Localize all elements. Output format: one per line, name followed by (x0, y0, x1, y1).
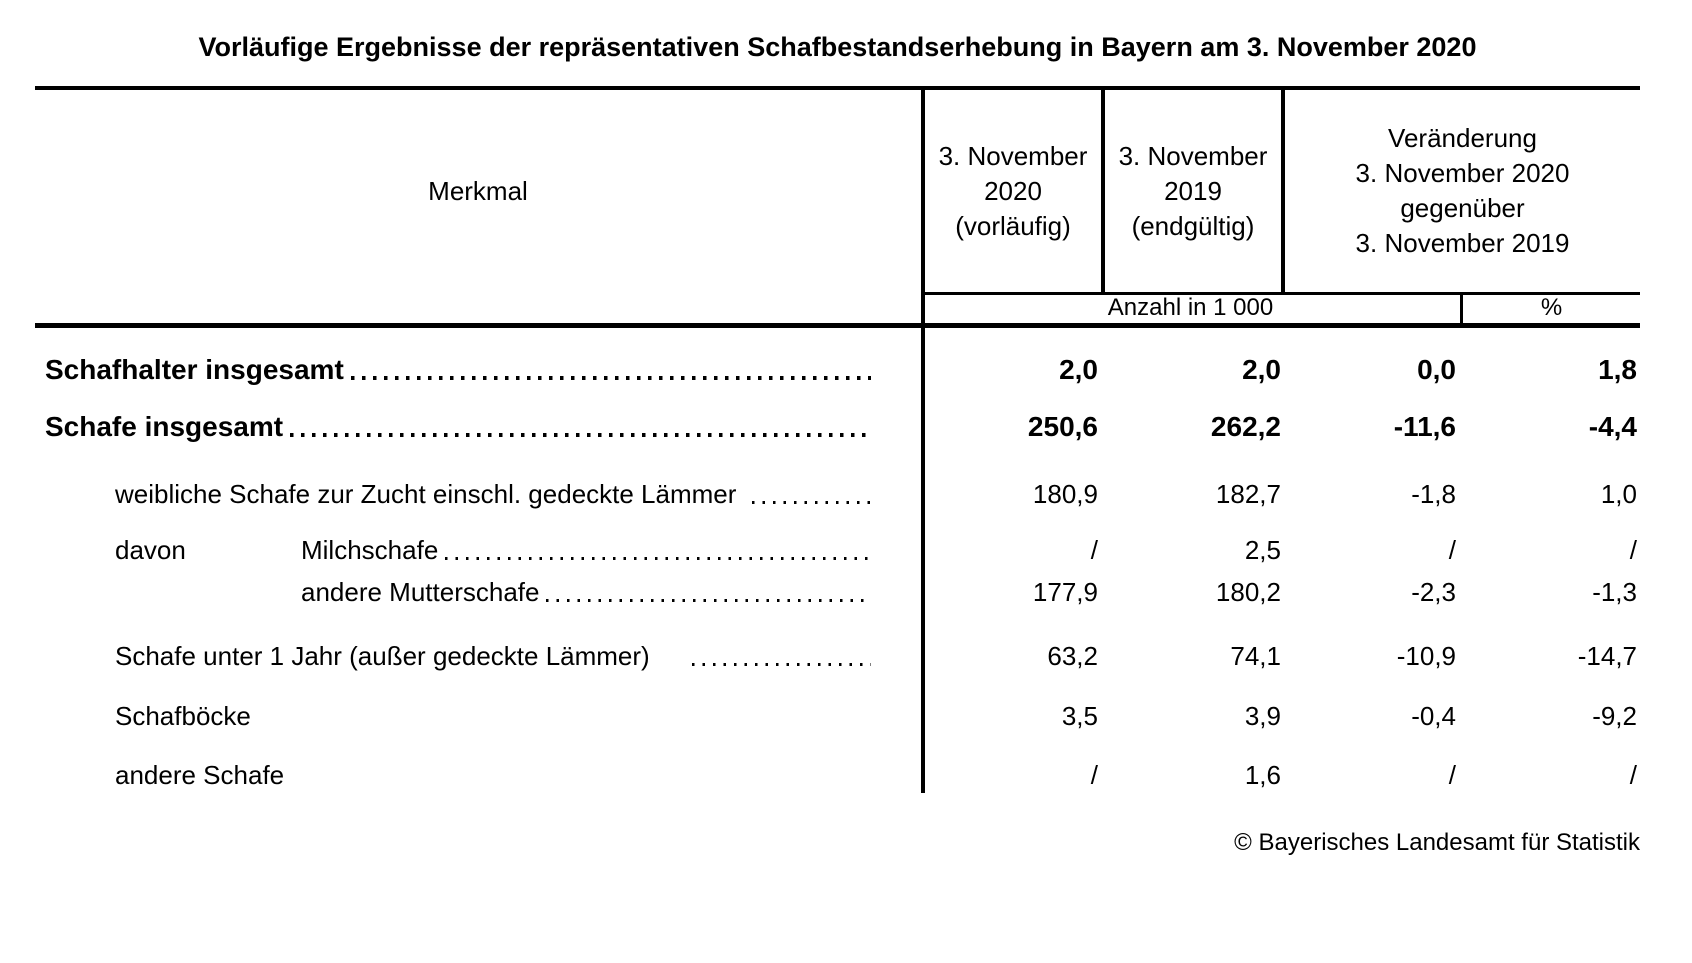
row-label: Schafböcke (115, 701, 251, 731)
header-line: 3. November 2020 (1355, 158, 1570, 188)
dot-leader (445, 532, 877, 568)
row-label: andere Mutterschafe (301, 577, 540, 607)
value-nov-2020: 3,5 (1061, 701, 1098, 731)
header-line: Veränderung (1388, 123, 1537, 153)
table-row: andere Schafe / 1,6 / / (35, 757, 1637, 793)
row-label-wrap: Schafböcke (115, 698, 877, 734)
value-nov-2019: 2,5 (1244, 535, 1281, 565)
value-nov-2019: 262,2 (1210, 411, 1281, 442)
row-label: weibliche Schafe zur Zucht einschl. gede… (115, 479, 737, 509)
header-body-separator-rule (35, 323, 1640, 328)
column-header-nov-2019: 3. November 2019 (endgültig) (1105, 90, 1281, 292)
row-label: Milchschafe (301, 535, 439, 565)
header-line: 3. November (1118, 140, 1268, 171)
row-label-wrap: Schafe unter 1 Jahr (außer gedeckte Lämm… (115, 638, 877, 674)
value-nov-2019: 74,1 (1230, 641, 1281, 671)
value-change-percent: -1,3 (1592, 577, 1637, 607)
copyright-notice: © Bayerisches Landesamt für Statistik (1234, 829, 1640, 856)
value-change-absolute: -1,8 (1411, 479, 1456, 509)
merkmal-divider-rule (921, 86, 925, 793)
value-change-percent: 1,8 (1598, 354, 1637, 385)
row-label-wrap: Schafhalter insgesamt (45, 352, 877, 388)
value-nov-2019: 1,6 (1244, 760, 1281, 790)
unit-band-top-rule (921, 292, 1640, 295)
value-change-absolute: -11,6 (1393, 411, 1456, 442)
dot-leader (291, 757, 877, 793)
table-row: Schafe unter 1 Jahr (außer gedeckte Lämm… (35, 638, 1637, 674)
value-nov-2020: 63,2 (1047, 641, 1098, 671)
col-2020-2019-divider-rule (1101, 86, 1105, 292)
row-label-wrap: Milchschafe (301, 532, 877, 568)
column-header-merkmal: Merkmal (35, 90, 921, 292)
table-row: weibliche Schafe zur Zucht einschl. gede… (35, 476, 1637, 512)
value-nov-2019: 180,2 (1215, 577, 1281, 607)
table-top-rule (35, 86, 1640, 90)
value-change-absolute: / (1448, 760, 1456, 790)
value-nov-2019: 3,9 (1244, 701, 1281, 731)
value-nov-2020: 180,9 (1032, 479, 1098, 509)
row-label: Schafhalter insgesamt (45, 354, 344, 385)
value-change-absolute: -0,4 (1411, 701, 1456, 731)
value-nov-2020: 250,6 (1027, 411, 1098, 442)
unit-header-percent: % (1540, 294, 1563, 321)
table-row: Schafböcke 3,5 3,9 -0,4 -9,2 (35, 698, 1637, 734)
page-title: Vorläufige Ergebnisse der repräsentative… (198, 32, 1477, 62)
value-change-absolute: -10,9 (1396, 641, 1456, 671)
dot-leader (691, 638, 877, 674)
dot-leader (752, 476, 877, 512)
header-line: (endgültig) (1131, 210, 1255, 241)
value-change-percent: -14,7 (1577, 641, 1637, 671)
table-row: andere Mutterschafe 177,9 180,2 -2,3 -1,… (35, 574, 1637, 610)
row-label: Schafe insgesamt (45, 411, 284, 442)
value-change-absolute: 0,0 (1417, 354, 1456, 385)
unit-header-count: Anzahl in 1 000 (1107, 294, 1274, 321)
value-change-percent: -9,2 (1592, 701, 1637, 731)
unit-band-percent-divider-rule (1460, 292, 1463, 325)
dot-leader (258, 698, 877, 734)
dot-leader (350, 352, 877, 388)
row-label: Schafe unter 1 Jahr (außer gedeckte Lämm… (115, 641, 650, 671)
row-label: andere Schafe (115, 760, 285, 790)
value-change-percent: / (1629, 760, 1637, 790)
table-row: Schafe insgesamt 250,6 262,2 -11,6 -4,4 (35, 409, 1637, 445)
header-line: (vorläufig) (955, 210, 1071, 241)
col-2019-change-divider-rule (1281, 86, 1285, 292)
header-line: 2019 (1164, 175, 1222, 206)
table-row: Schafhalter insgesamt 2,0 2,0 0,0 1,8 (35, 352, 1637, 388)
header-line: 2020 (984, 175, 1042, 206)
row-label-wrap: andere Mutterschafe (301, 574, 877, 610)
value-nov-2019: 182,7 (1215, 479, 1281, 509)
value-change-percent: -4,4 (1588, 411, 1637, 442)
value-nov-2020: 2,0 (1059, 354, 1098, 385)
value-nov-2020: / (1090, 535, 1098, 565)
value-nov-2019: 2,0 (1242, 354, 1281, 385)
value-change-absolute: -2,3 (1411, 577, 1456, 607)
header-line: gegenüber (1400, 193, 1525, 223)
column-header-veraenderung: Veränderung 3. November 2020 gegenüber 3… (1285, 90, 1640, 292)
value-change-absolute: / (1448, 535, 1456, 565)
row-label-wrap: andere Schafe (115, 757, 877, 793)
dot-leader (290, 409, 877, 445)
column-header-nov-2020: 3. November 2020 (vorläufig) (925, 90, 1101, 292)
value-nov-2020: / (1090, 760, 1098, 790)
table-row: davon Milchschafe / 2,5 / / (35, 532, 1637, 568)
merkmal-label: Merkmal (428, 175, 528, 206)
header-line: 3. November 2019 (1355, 228, 1570, 258)
row-prefix-label: davon (115, 535, 186, 565)
value-change-percent: / (1629, 535, 1637, 565)
value-change-percent: 1,0 (1600, 479, 1637, 509)
header-line: 3. November (938, 140, 1088, 171)
row-label-wrap: weibliche Schafe zur Zucht einschl. gede… (115, 476, 877, 512)
value-nov-2020: 177,9 (1032, 577, 1098, 607)
row-label-wrap: Schafe insgesamt (45, 409, 877, 445)
dot-leader (546, 574, 877, 610)
